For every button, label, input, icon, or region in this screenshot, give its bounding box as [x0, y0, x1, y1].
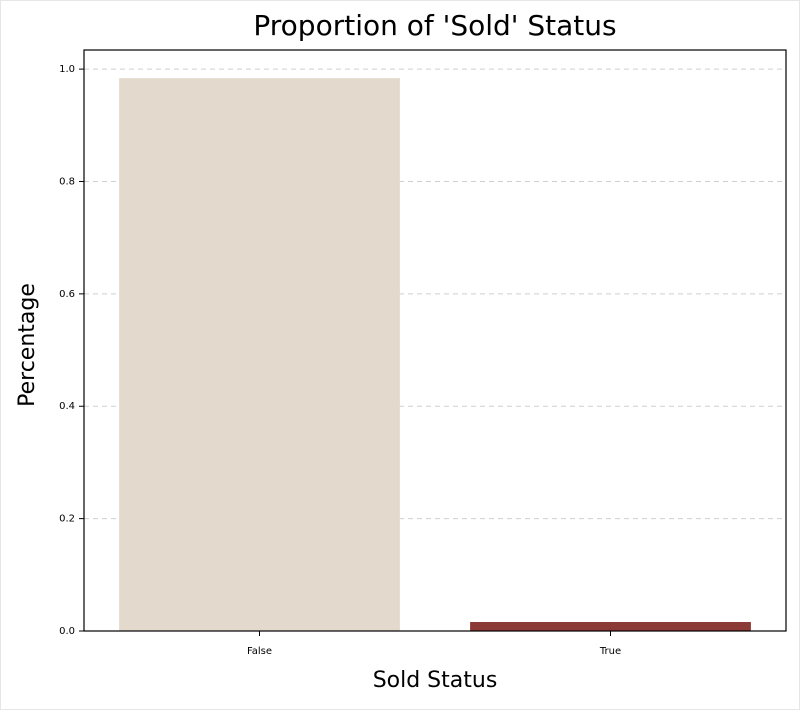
y-tick-label: 0.6	[59, 289, 75, 300]
axes-frame	[83, 49, 787, 632]
bar	[470, 622, 751, 631]
x-tick-label: False	[247, 646, 272, 657]
x-axis-label: Sold Status	[373, 668, 498, 693]
y-tick-label: 0.0	[59, 626, 75, 637]
plot-area: 0.0 0.2 0.4 0.6 0.8 1.0 False True	[59, 49, 787, 657]
y-tick-label: 1.0	[59, 64, 75, 75]
y-tick-label: 0.2	[59, 514, 75, 525]
x-tick-label: True	[599, 646, 621, 657]
chart-title: Proportion of 'Sold' Status	[253, 9, 616, 42]
y-tick-label: 0.8	[59, 176, 75, 187]
y-axis-label: Percentage	[15, 283, 40, 407]
bar	[119, 78, 400, 631]
y-tick-label: 0.4	[59, 401, 75, 412]
